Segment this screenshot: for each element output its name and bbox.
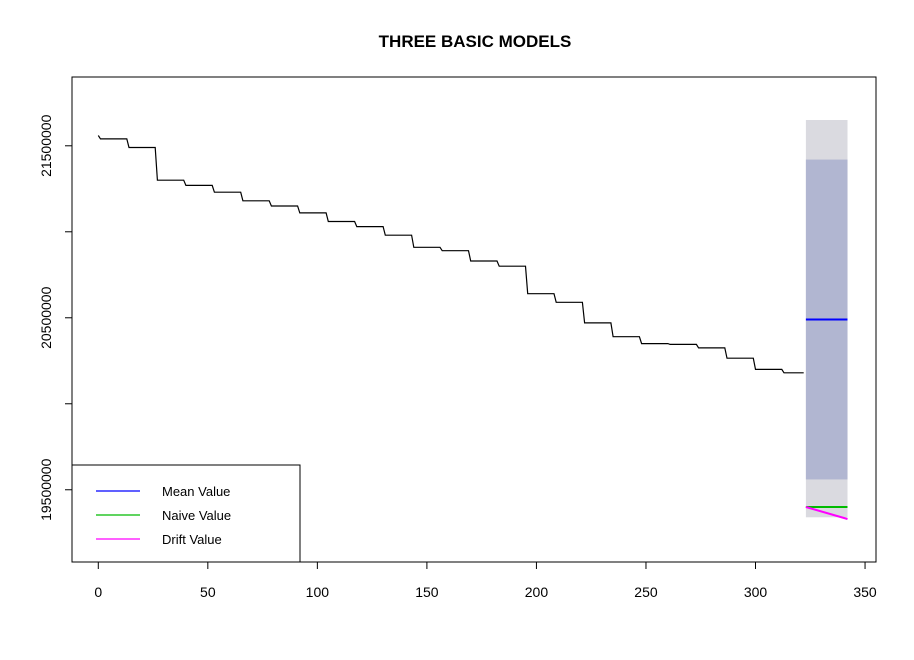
legend-box: [71, 464, 301, 563]
x-tick-label: 200: [525, 584, 549, 600]
series-lines: [97, 135, 848, 520]
y-axis: 19500000 20500000 21500000: [38, 114, 73, 521]
x-tick-label: 250: [634, 584, 658, 600]
y-tick-label: 21500000: [38, 114, 54, 177]
legend-label: Naive Value: [162, 508, 231, 523]
x-tick-label: 50: [200, 584, 216, 600]
chart-title: THREE BASIC MODELS: [379, 32, 572, 51]
x-tick-label: 0: [94, 584, 102, 600]
legend: Mean Value Naive Value Drift Value: [71, 464, 301, 563]
x-tick-label: 100: [306, 584, 330, 600]
x-axis: 0 50 100 150 200 250 300 350: [94, 561, 877, 600]
x-tick-label: 150: [415, 584, 439, 600]
x-tick-label: 300: [744, 584, 768, 600]
observed-line: [97, 135, 804, 374]
x-tick-label: 350: [853, 584, 877, 600]
y-tick-label: 20500000: [38, 286, 54, 349]
y-tick-label: 19500000: [38, 458, 54, 521]
legend-label: Drift Value: [162, 532, 222, 547]
legend-label: Mean Value: [162, 484, 230, 499]
drift-forecast-line: [805, 506, 848, 520]
